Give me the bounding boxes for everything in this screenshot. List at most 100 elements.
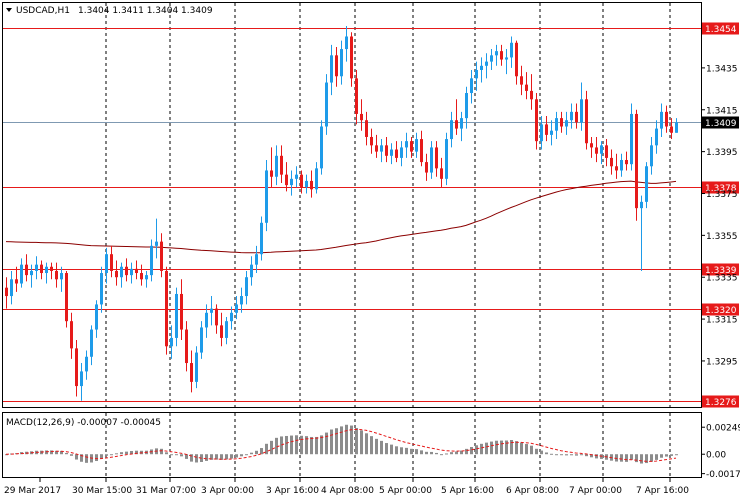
- macd-bar: [120, 452, 123, 455]
- macd-bar: [675, 454, 678, 456]
- macd-bar: [380, 440, 383, 455]
- candle-body: [90, 329, 93, 357]
- candle-body: [560, 118, 563, 127]
- candle-body: [360, 113, 363, 121]
- macd-bar: [55, 450, 58, 455]
- macd-bar: [50, 450, 53, 455]
- macd-bar: [525, 444, 528, 455]
- time-label: 29 Mar 2017: [4, 486, 61, 496]
- macd-bar: [550, 453, 553, 455]
- macd-bar: [65, 453, 68, 455]
- candle-body: [295, 174, 298, 179]
- candle-body: [480, 65, 483, 70]
- macd-bar: [45, 450, 48, 455]
- macd-bar: [490, 441, 493, 455]
- candle-body: [185, 329, 188, 364]
- macd-bar: [215, 454, 218, 460]
- candle-body: [455, 120, 458, 129]
- macd-tick-label: -0.00179: [706, 470, 740, 480]
- macd-bar: [355, 427, 358, 455]
- macd-bar: [570, 454, 573, 456]
- macd-bar: [575, 454, 578, 456]
- candle-body: [580, 99, 583, 123]
- candlesticks: [5, 26, 678, 401]
- candle-body: [245, 277, 248, 297]
- time-label: 7 Apr 16:00: [636, 486, 689, 496]
- candle-body: [570, 111, 573, 121]
- dropdown-triangle-icon[interactable]: [6, 8, 12, 12]
- current-price-tag: [702, 116, 739, 129]
- macd-bar: [265, 443, 268, 455]
- level-price-label: 1.3378: [705, 184, 737, 194]
- macd-bar: [560, 454, 563, 456]
- macd-bar: [450, 452, 453, 455]
- macd-bar: [345, 424, 348, 455]
- candle-body: [145, 275, 148, 280]
- macd-bar: [325, 432, 328, 455]
- level-price-label: 1.3339: [705, 266, 737, 276]
- candle-body: [65, 273, 68, 322]
- macd-bar: [385, 443, 388, 455]
- macd-bar: [595, 454, 598, 459]
- macd-bar: [585, 454, 588, 457]
- macd-bar: [670, 454, 673, 456]
- macd-bar: [275, 437, 278, 455]
- candle-body: [115, 270, 118, 278]
- candle-body: [130, 268, 133, 276]
- candle-body: [300, 174, 303, 188]
- time-label: 5 Apr 00:00: [379, 486, 432, 496]
- macd-indicator: [5, 424, 678, 464]
- macd-bar: [635, 454, 638, 463]
- axes: 29 Mar 2017 30 Mar 15:00 31 Mar 07:00 3 Apr…: [4, 64, 740, 496]
- candle-body: [275, 155, 278, 177]
- candle-body: [45, 266, 48, 274]
- candle-body: [200, 327, 203, 353]
- candle-body: [315, 168, 318, 190]
- candle-body: [230, 312, 233, 322]
- macd-bar: [580, 454, 583, 456]
- level-price-label: 1.3320: [705, 306, 737, 316]
- candle-body: [140, 273, 143, 280]
- time-label: 5 Apr 16:00: [441, 486, 494, 496]
- candle-body: [400, 147, 403, 158]
- candle-body: [95, 304, 98, 330]
- candle-body: [160, 241, 163, 271]
- moving-average: [5, 180, 677, 254]
- candle-body: [285, 174, 288, 186]
- macd-bar: [520, 442, 523, 455]
- horizontal-levels: 1.3454 1.3378 1.3339 1.3320 1.3276 1.3409: [3, 22, 739, 408]
- candle-body: [25, 264, 28, 276]
- macd-bar: [310, 436, 313, 455]
- candle-body: [525, 84, 528, 91]
- macd-bar: [350, 425, 353, 455]
- macd-bar: [475, 445, 478, 455]
- candle-body: [490, 55, 493, 62]
- macd-bar: [455, 451, 458, 455]
- candle-body: [430, 147, 433, 173]
- candle-body: [495, 51, 498, 56]
- macd-bar: [195, 454, 198, 463]
- candle-body: [105, 254, 108, 274]
- macd-bar: [590, 454, 593, 458]
- candle-body: [645, 166, 648, 202]
- candle-body: [475, 69, 478, 79]
- candle-body: [110, 254, 113, 271]
- macd-bar: [430, 451, 433, 455]
- candle-body: [220, 325, 223, 338]
- candle-body: [370, 136, 373, 146]
- candle-body: [595, 147, 598, 154]
- candle-body: [550, 130, 553, 135]
- candle-body: [605, 145, 608, 158]
- candle-body: [420, 139, 423, 163]
- candle-body: [470, 78, 473, 94]
- candle-body: [120, 266, 123, 278]
- candle-body: [410, 141, 413, 152]
- macd-bar: [100, 454, 103, 459]
- macd-bar: [480, 443, 483, 455]
- macd-bar: [135, 450, 138, 455]
- macd-bar: [565, 454, 568, 456]
- candle-body: [500, 51, 503, 60]
